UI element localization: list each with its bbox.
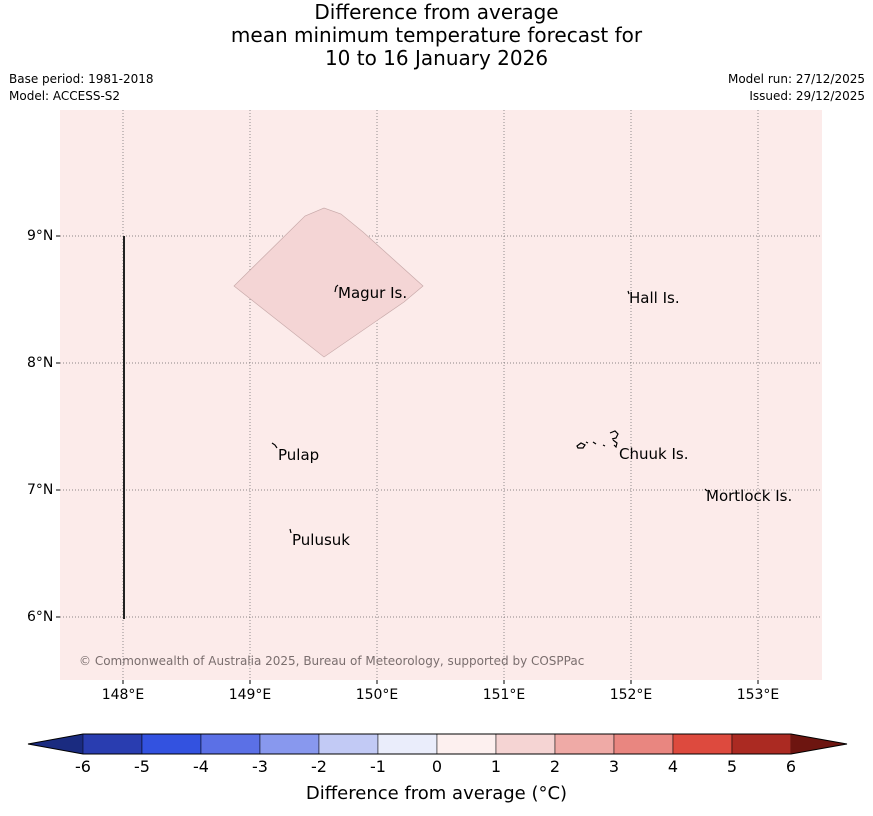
place-label-chuuk: Chuuk Is. [619, 445, 689, 463]
lat-label-8n: 8°N [27, 355, 54, 371]
colorbar-segment [377, 733, 438, 755]
issued-text: Issued: 29/12/2025 [749, 89, 865, 103]
colorbar-tick-label: -6 [75, 757, 91, 776]
colorbar-segment [495, 733, 556, 755]
colorbar-segment [554, 733, 615, 755]
anomaly-patch [233, 207, 424, 358]
colorbar-tick-label: -3 [252, 757, 268, 776]
colorbar-segment [436, 733, 497, 755]
place-label-mortlock: Mortlock Is. [706, 487, 793, 505]
colorbar-segment [613, 733, 674, 755]
island-markers [271, 284, 708, 534]
map-title-line-1: Difference from average [314, 0, 559, 24]
colorbar-segment [141, 733, 202, 755]
lon-label-148e: 148°E [101, 687, 145, 703]
colorbar-tick-label: 2 [549, 757, 561, 776]
lon-label-153e: 153°E [736, 687, 780, 703]
lat-label-9n: 9°N [27, 228, 54, 244]
colorbar-tick-label: -1 [370, 757, 386, 776]
colorbar-extend-high [791, 734, 847, 754]
colorbar-extend-low [28, 734, 83, 754]
place-label-pulusuk: Pulusuk [292, 531, 350, 549]
hall-island-shape [627, 290, 630, 295]
lon-label-152e: 152°E [609, 687, 653, 703]
pulap-island-shape [271, 442, 278, 449]
lat-label-6n: 6°N [27, 609, 54, 625]
colorbar-segment [200, 733, 261, 755]
colorbar-tick-label: -4 [193, 757, 209, 776]
colorbar-title: Difference from average (°C) [305, 783, 568, 804]
colorbar-tick-label: 4 [667, 757, 679, 776]
mortlock-island-shape [704, 488, 708, 492]
colorbar-tick-label: 1 [490, 757, 502, 776]
map-background [60, 110, 822, 680]
pulusuk-island-shape [289, 528, 292, 534]
copyright-text: © Commonwealth of Australia 2025, Bureau… [79, 654, 585, 668]
colorbar-segment [672, 733, 733, 755]
place-label-magur: Magur Is. [338, 284, 408, 302]
colorbar-tick-label: -2 [311, 757, 327, 776]
colorbar-tick-label: -5 [134, 757, 150, 776]
lat-label-7n: 7°N [27, 482, 54, 498]
colorbar [27, 733, 848, 755]
colorbar-segment [259, 733, 320, 755]
lon-label-150e: 150°E [355, 687, 399, 703]
colorbar-segment [82, 733, 143, 755]
chuuk-islands-shape [576, 430, 619, 449]
colorbar-segment [318, 733, 379, 755]
lon-label-149e: 149°E [228, 687, 272, 703]
colorbar-tick-label: 5 [726, 757, 738, 776]
place-label-pulap: Pulap [278, 446, 320, 464]
lon-label-151e: 151°E [482, 687, 526, 703]
colorbar-outline [27, 733, 848, 755]
map-title-line-3: 10 to 16 January 2026 [324, 46, 549, 70]
colorbar-tick-label: 6 [785, 757, 797, 776]
map-title-line-2: mean minimum temperature forecast for [230, 23, 643, 47]
place-label-hall: Hall Is. [629, 289, 680, 307]
colorbar-tick-label: 0 [431, 757, 443, 776]
colorbar-segment [731, 733, 792, 755]
base-period-text: Base period: 1981-2018 [9, 72, 154, 86]
model-run-text: Model run: 27/12/2025 [727, 72, 865, 86]
magur-island-shape [334, 284, 339, 293]
colorbar-tick-label: 3 [608, 757, 620, 776]
tick-marks [56, 235, 759, 684]
model-text: Model: ACCESS-S2 [9, 89, 121, 103]
